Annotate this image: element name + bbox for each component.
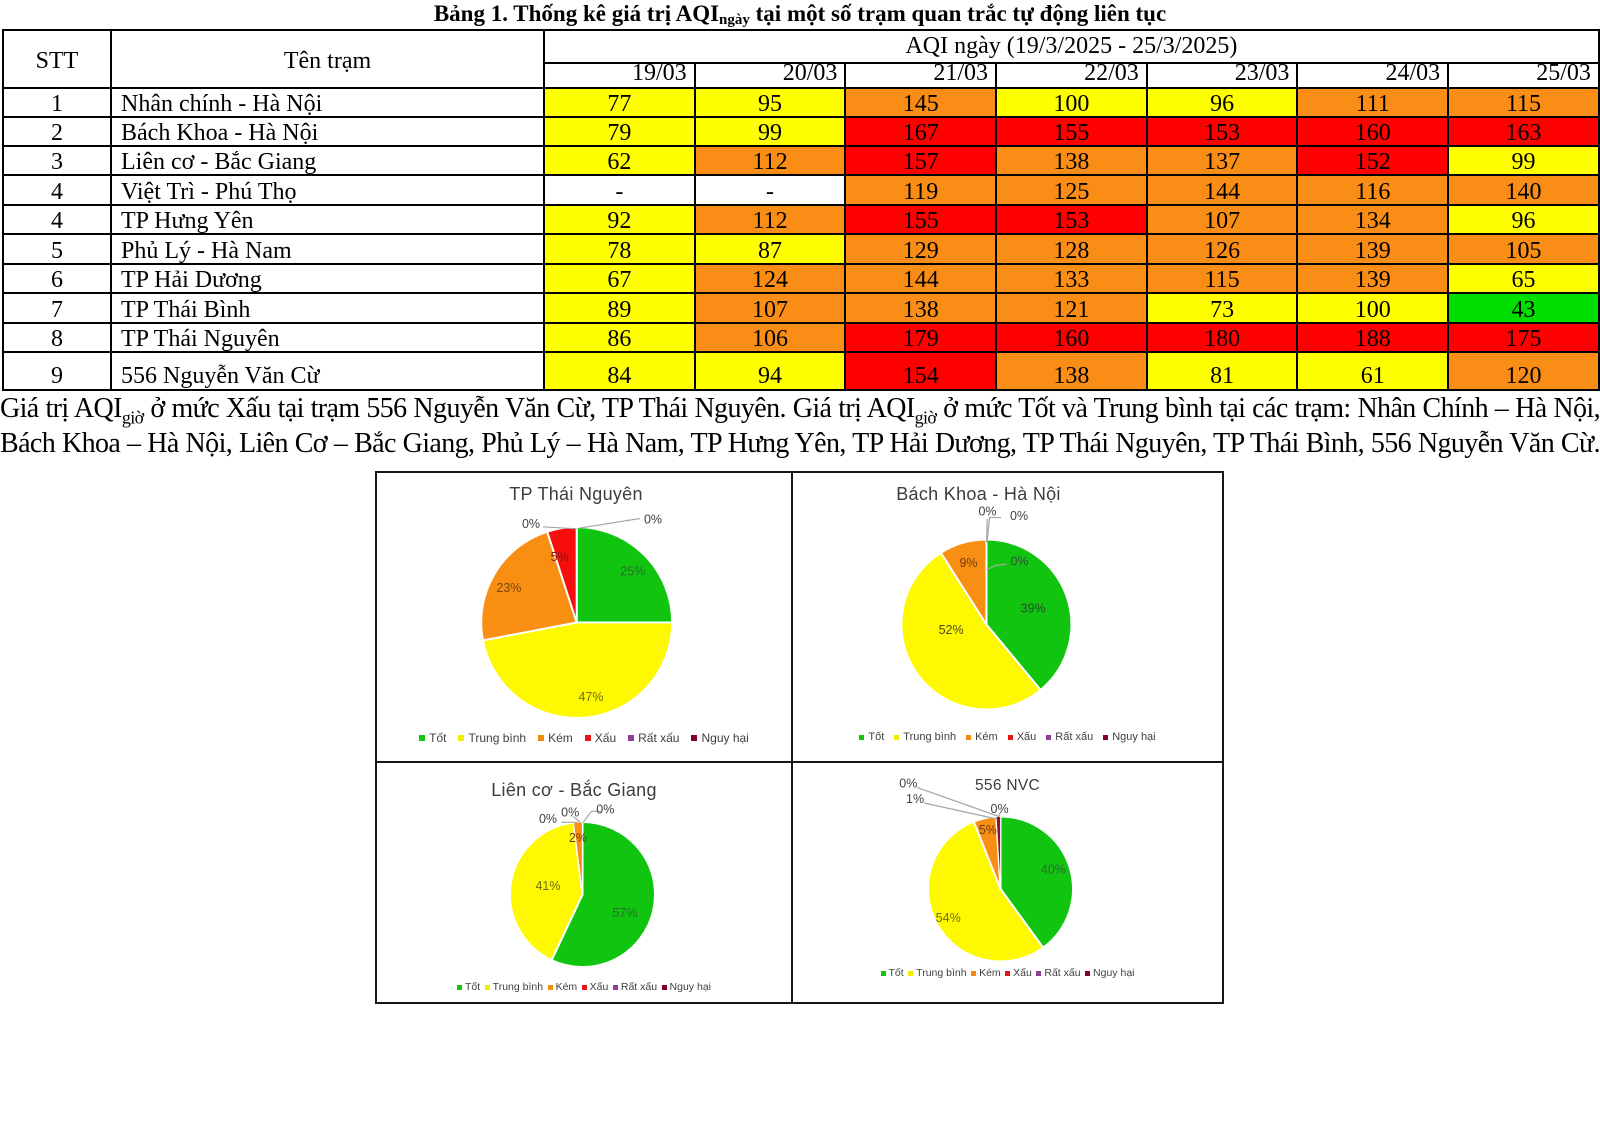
svg-text:57%: 57%: [612, 906, 637, 920]
svg-text:0%: 0%: [596, 802, 614, 816]
svg-text:2%: 2%: [569, 831, 587, 845]
svg-text:0%: 0%: [539, 812, 557, 826]
svg-text:0%: 0%: [899, 776, 917, 790]
svg-text:52%: 52%: [939, 623, 964, 637]
svg-text:0%: 0%: [991, 802, 1009, 816]
svg-text:5%: 5%: [979, 823, 997, 837]
svg-text:39%: 39%: [1021, 602, 1046, 616]
svg-text:0%: 0%: [561, 806, 579, 820]
svg-text:23%: 23%: [496, 581, 521, 595]
svg-text:5%: 5%: [551, 550, 569, 564]
svg-text:47%: 47%: [578, 690, 603, 704]
svg-text:25%: 25%: [620, 565, 645, 579]
svg-text:41%: 41%: [535, 879, 560, 893]
svg-text:1%: 1%: [906, 792, 924, 806]
svg-text:54%: 54%: [936, 911, 961, 925]
svg-text:0%: 0%: [644, 513, 662, 527]
svg-text:0%: 0%: [1010, 555, 1028, 569]
svg-text:0%: 0%: [978, 505, 996, 519]
svg-text:0%: 0%: [1010, 509, 1028, 523]
svg-text:0%: 0%: [522, 517, 540, 531]
svg-text:40%: 40%: [1041, 863, 1066, 877]
svg-text:9%: 9%: [959, 556, 977, 570]
